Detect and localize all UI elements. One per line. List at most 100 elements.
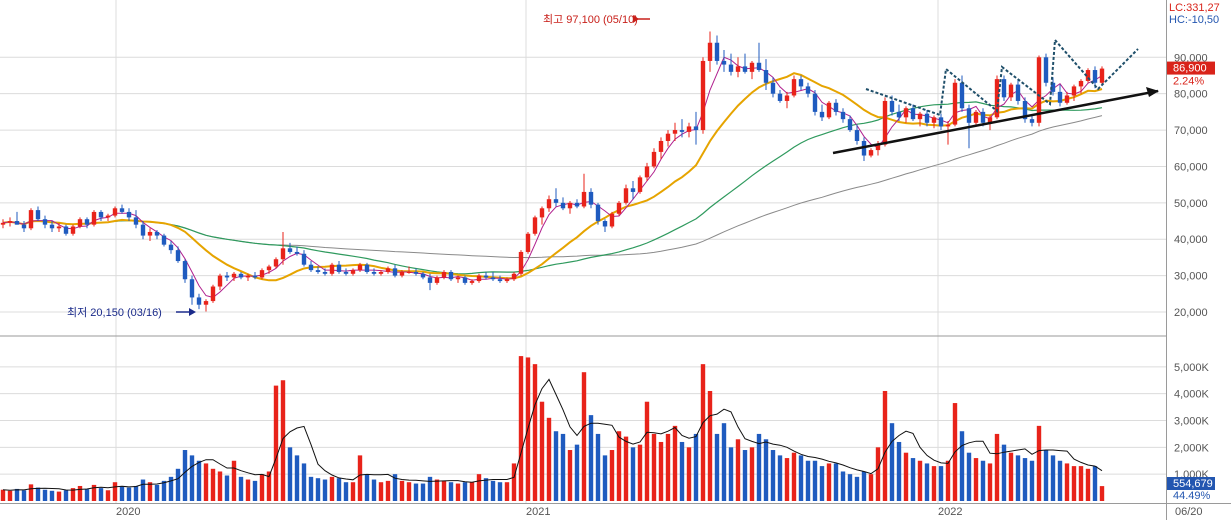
volume-bar	[294, 455, 300, 501]
candle-body	[448, 271, 454, 280]
volume-tick-label: 3,000K	[1174, 416, 1210, 428]
candle-body	[483, 275, 489, 278]
candle-body	[77, 219, 83, 227]
candle-body	[945, 124, 951, 127]
volume-bar	[392, 474, 398, 501]
high-annotation: 최고 97,100 (05/10)	[543, 13, 650, 26]
volume-bar	[378, 482, 384, 501]
price-tick-label: 40,000	[1174, 234, 1208, 246]
price-tick-label: 70,000	[1174, 125, 1208, 137]
volume-bar	[448, 482, 454, 501]
volume-bar	[357, 455, 363, 501]
candle-body	[686, 126, 692, 132]
volume-bar	[343, 482, 349, 501]
volume-bar	[476, 474, 482, 501]
volume-bar	[168, 476, 174, 501]
support-trendline	[832, 89, 1159, 155]
volume-bar	[182, 450, 188, 501]
volume-bar	[1071, 466, 1077, 501]
candle-body	[896, 111, 902, 118]
candle-body	[805, 86, 811, 94]
volume-bar	[126, 487, 132, 501]
candle-body	[273, 259, 279, 267]
candle-body	[259, 270, 265, 278]
volume-bar	[231, 460, 237, 501]
candle-body	[1057, 91, 1063, 103]
candle-body	[406, 271, 412, 273]
candle-body	[672, 130, 678, 134]
candle-body	[238, 273, 244, 278]
volume-bar	[882, 390, 888, 501]
volume-bar	[630, 447, 636, 501]
pattern-dotted-line	[865, 37, 1139, 117]
volume-bar	[1099, 486, 1105, 501]
candle-body	[917, 113, 923, 120]
volume-bar	[301, 463, 307, 501]
candle-body	[994, 79, 1000, 118]
volume-bar	[686, 447, 692, 501]
candle-body	[182, 261, 188, 280]
candle-body	[770, 82, 776, 94]
trendline-arrowhead	[1146, 87, 1159, 97]
current-price-label: 86,900	[1173, 63, 1207, 75]
volume-bar	[1078, 466, 1084, 501]
candle-body	[329, 264, 335, 274]
volume-bar	[406, 482, 412, 501]
current-volume-label: 554,679	[1173, 478, 1213, 490]
volume-bar	[1050, 455, 1056, 501]
volume-bar	[917, 460, 923, 501]
candle-body	[126, 211, 132, 218]
candle-body	[854, 130, 860, 141]
candle-body	[497, 279, 503, 282]
candle-body	[875, 144, 881, 151]
candle-body	[224, 275, 230, 278]
volume-bar	[665, 433, 671, 501]
candle-body	[952, 82, 958, 125]
low-label: 최저 20,150 (03/16)	[67, 306, 162, 319]
candle-body	[175, 250, 181, 262]
candle-body	[168, 244, 174, 251]
volume-bar	[7, 490, 13, 501]
volume-bar	[133, 485, 139, 501]
candle-body	[826, 102, 832, 118]
volume-bar	[854, 476, 860, 501]
volume-bar	[861, 471, 867, 501]
candle-body	[931, 117, 937, 123]
volume-bar	[77, 485, 83, 501]
candle-body	[161, 235, 167, 245]
candle-body	[84, 219, 90, 225]
volume-bar	[1043, 450, 1049, 501]
candle-body	[735, 66, 741, 72]
candle-body	[56, 226, 62, 229]
volume-bar	[273, 385, 279, 501]
price-tick-label: 30,000	[1174, 271, 1208, 283]
high-arrowhead	[633, 15, 639, 23]
volume-bar	[938, 466, 944, 501]
volume-bar	[1022, 458, 1028, 501]
volume-bar	[1057, 460, 1063, 501]
candle-body	[469, 281, 475, 283]
candle-body	[637, 177, 643, 192]
volume-bar	[581, 372, 587, 501]
candle-body	[959, 82, 965, 109]
candle-body	[644, 166, 650, 178]
current-volume-pct: 44.49%	[1173, 490, 1211, 502]
volume-bar	[308, 476, 314, 501]
volume-bar	[280, 380, 286, 501]
candle-body	[1008, 84, 1014, 98]
candle-body	[189, 279, 195, 298]
volume-bar	[189, 455, 195, 501]
volume-bar	[868, 474, 874, 501]
candle-body	[1099, 68, 1105, 83]
candle-body	[1029, 119, 1035, 123]
volume-bar	[322, 479, 328, 501]
volume-bar	[196, 460, 202, 501]
volume-bar	[217, 471, 223, 501]
ma-long-line	[2, 101, 1103, 275]
volume-bar	[770, 450, 776, 501]
volume-bar	[63, 490, 69, 501]
volume-bar	[742, 450, 748, 501]
ma-mid-line	[2, 72, 1103, 282]
volume-bar	[833, 463, 839, 501]
candle-body	[602, 221, 608, 227]
